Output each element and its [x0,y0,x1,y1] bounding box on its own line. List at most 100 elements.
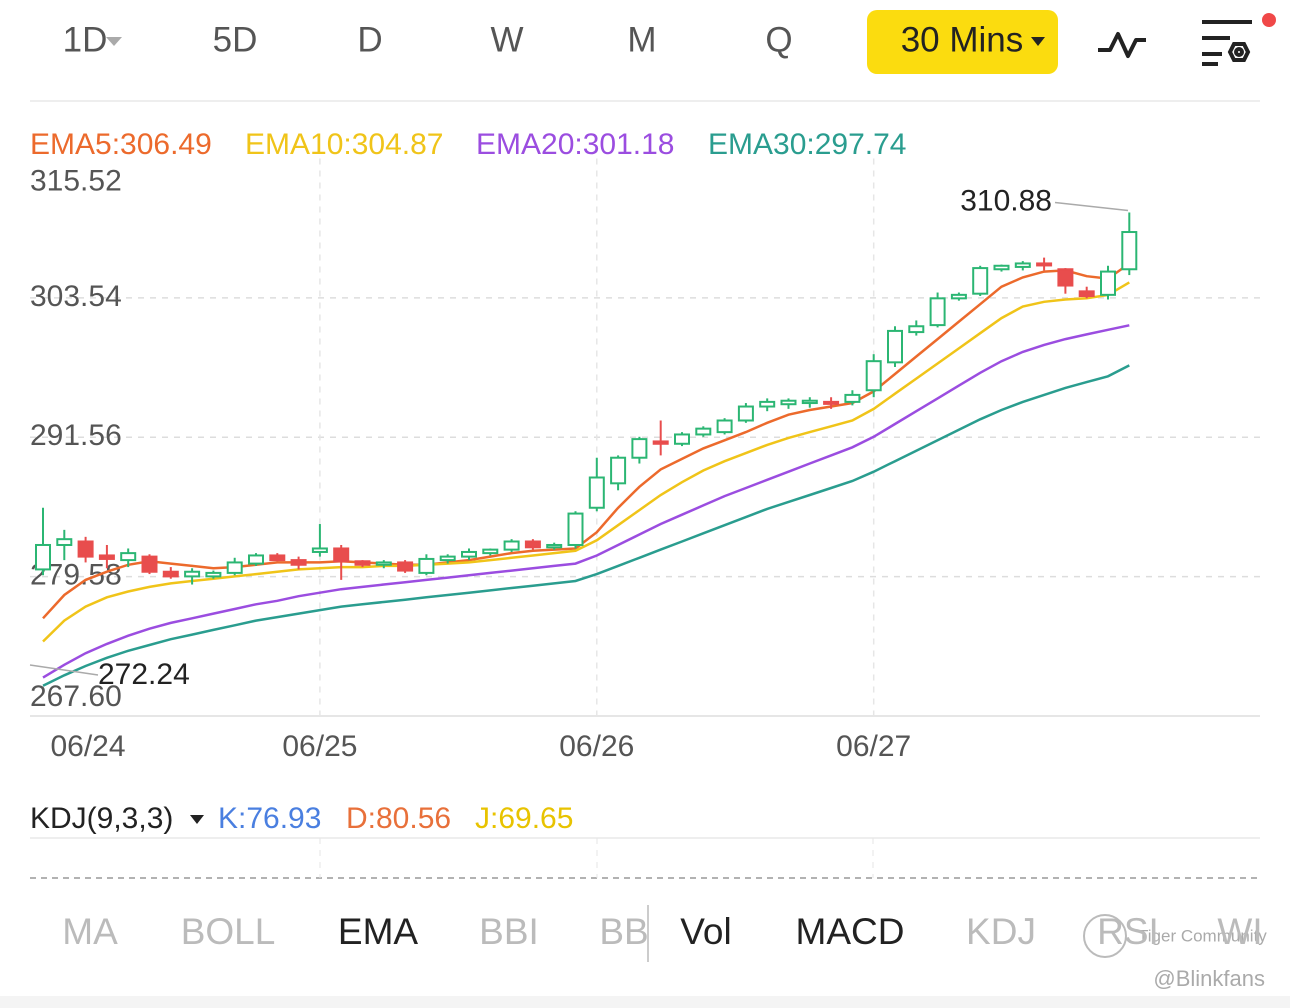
candle-body [1121,231,1138,271]
candle-body [35,543,51,571]
indicator-tab[interactable]: MACD [796,911,905,952]
candle-body [120,552,137,562]
x-tick-label: 06/25 [282,730,357,763]
low-annotation: 272.24 [98,658,190,691]
candle-body [759,400,776,408]
candle-body [205,571,222,578]
candle-body [461,550,477,558]
legend-entry[interactable]: EMA30:297.74 [708,128,906,161]
candle-body [290,559,307,566]
high-annotation: 310.88 [960,184,1052,217]
indicator-tab[interactable]: BOLL [181,911,276,952]
period-tab[interactable]: W [490,20,523,59]
dropdown-arrow [106,37,122,46]
candle-body [141,555,158,573]
candle-body [397,561,414,572]
period-tab[interactable]: 1D [63,20,108,59]
candle-body [865,360,882,392]
candle-body [482,548,499,555]
period-tab[interactable]: D [357,20,382,59]
kdj-title[interactable]: KDJ(9,3,3) [30,802,173,835]
candle-body [972,267,989,295]
legend-entry[interactable]: EMA5:306.49 [30,128,212,161]
candle-body [1057,268,1074,287]
indicator-tab[interactable]: EMA [338,911,419,952]
x-tick-label: 06/26 [559,730,634,763]
candle-body [567,512,584,546]
candle-body [674,433,690,445]
candle-body [588,476,605,509]
ema-line [42,364,1130,687]
candle-body [610,456,627,485]
candle-body [226,561,243,574]
ema-line [42,281,1130,643]
selected-tab[interactable]: 30 Mins [901,20,1024,59]
candle-body [98,554,115,560]
candle-body [418,557,435,574]
settings-icon[interactable] [1202,20,1252,66]
y-tick-label: 303.54 [30,280,122,313]
candle-body [737,405,754,422]
candle-body [162,570,179,578]
candle-body [269,554,286,562]
candle-body [844,393,861,403]
notification-dot [1262,13,1276,27]
dropdown-arrow [1031,37,1045,46]
indicator-tab[interactable]: RSI [1097,911,1159,952]
selected-tab-bg[interactable] [867,10,1058,74]
watermark-user: @Blinkfans [1153,966,1265,991]
candle-body [929,297,946,327]
candle-body [950,293,967,300]
indicator-tab[interactable]: BBI [479,911,539,952]
y-tick-label: 291.56 [30,419,122,452]
ema-line [42,324,1130,679]
candle-body [56,538,73,546]
y-tick-label: 315.52 [30,164,122,197]
candle-body [1078,290,1095,298]
ema-line [42,262,1131,620]
candle-body [1100,270,1116,296]
annotation-leader [1054,201,1129,212]
candle-body [887,329,903,364]
candle-body [311,547,328,553]
kdj-j: J:69.65 [475,802,573,835]
bottom-bar [0,996,1290,1008]
dropdown-arrow [190,815,204,824]
indicator-tab[interactable]: Vol [680,911,731,952]
candle-body [716,419,733,434]
period-tab[interactable]: 5D [213,20,258,59]
x-tick-label: 06/27 [836,730,911,763]
indicator-tab[interactable]: MA [62,911,118,952]
candle-body [1036,262,1053,267]
candle-body [801,399,818,405]
candle-body [695,427,712,436]
legend-entry[interactable]: EMA20:301.18 [476,128,674,161]
candle-body [546,543,563,549]
candle-body [780,399,797,406]
watermark-brand: Tiger Community [1138,926,1267,945]
watermark-logo [1083,914,1127,958]
candle-body [993,264,1010,271]
candle-body [77,540,94,558]
candle-body [652,440,669,445]
period-tab[interactable]: M [627,20,656,59]
candle-body [375,561,392,566]
indicator-tab[interactable]: KDJ [966,911,1036,952]
candle-body [439,555,456,562]
candle-body [333,547,350,563]
candle-body [354,560,371,566]
candle-body [908,325,925,334]
kdj-d: D:80.56 [346,802,451,835]
candle-body [823,400,840,405]
legend-entry[interactable]: EMA10:304.87 [245,128,443,161]
indicator-tab[interactable]: WI [1217,911,1262,952]
kdj-k: K:76.93 [218,802,321,835]
indicator-tab[interactable]: BB [599,911,648,952]
period-tab[interactable]: Q [765,20,792,59]
indicator-icon[interactable] [1098,32,1146,58]
candle-body [524,540,541,549]
annotation-leader [29,664,99,676]
